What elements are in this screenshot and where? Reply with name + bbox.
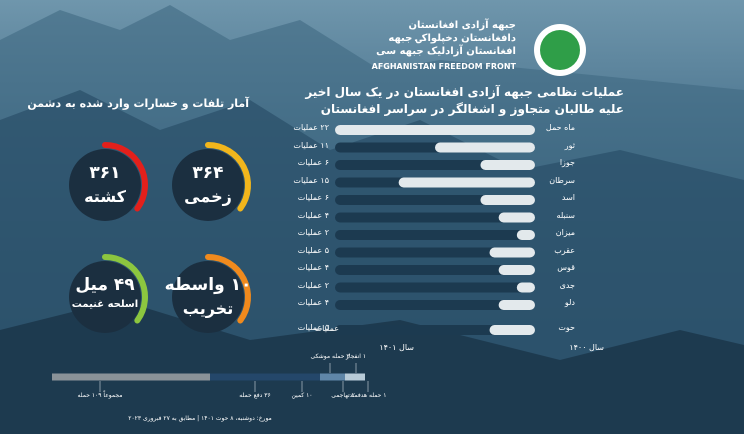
value-label: ۴ عملیات: [297, 210, 329, 220]
bar: [480, 195, 535, 205]
timeline-label: ۳ حمله موشکی: [310, 353, 350, 360]
bar: [498, 265, 535, 275]
timeline-label: مجموعاً ۱۰۹ حمله: [77, 392, 123, 399]
stat-label: اسلحه غنیمت: [71, 299, 139, 310]
value-label: ۲ عملیات: [297, 228, 329, 237]
stat-number: ۳۶۱: [89, 163, 121, 183]
bar-track: [335, 282, 535, 293]
chart-subtitle: علیه طالبان متجاوز و اشغالگر در سراسر اف…: [320, 102, 624, 116]
gauge-arc: [205, 254, 251, 324]
value-label: ۲۲ عملیات: [293, 123, 329, 132]
mountain: [0, 300, 744, 434]
bar-track: [335, 212, 535, 223]
bar-track: [335, 325, 535, 335]
category-label: جوزا: [559, 158, 575, 167]
stats-title: آمار تلفات و خسارات وارد شده به دشمن: [27, 97, 249, 110]
timeline-label: ۲ تهاجمی: [331, 392, 355, 399]
category-label: قوس: [557, 263, 575, 272]
category-label: میزان: [555, 228, 575, 237]
category-label: سرطان: [549, 175, 575, 185]
bar: [489, 325, 535, 335]
bar-track: [335, 265, 535, 275]
gauge-face: [69, 261, 141, 333]
stat-label: کشته: [84, 187, 126, 206]
gauge-face: [172, 261, 244, 333]
category-label: دلو: [564, 298, 575, 307]
bar: [480, 160, 535, 170]
value-label: ۱۵ عملیات: [293, 175, 329, 185]
value-label: ۵ عملیات: [297, 245, 329, 255]
org-name: افغانستان آزادلیک جبهه سی: [376, 46, 516, 57]
bar: [498, 212, 535, 223]
bar-track: [335, 300, 535, 310]
logo-inner: [540, 30, 580, 70]
category-label: اسد: [561, 193, 575, 202]
category-label: حوت: [558, 323, 575, 332]
stat-label: زخمی: [184, 187, 232, 206]
org-name: دافغانستان دخپلواکۍ جبهه: [388, 33, 516, 44]
value-label: ۱۱ عملیات: [293, 140, 329, 150]
bar: [516, 230, 535, 240]
value-label: ۴ عملیات: [297, 263, 329, 272]
chart-title: عملیات نظامی جبهه آزادی افغانستان در یک …: [305, 85, 624, 99]
value-label: ۲ عملیات: [297, 280, 329, 290]
gauge-arc: [102, 254, 148, 324]
bar-track: [335, 247, 535, 258]
category-label: ثور: [564, 140, 575, 150]
period-label: سال ۱۴۰۰: [569, 343, 604, 352]
gauge-face: [172, 149, 244, 221]
timeline-label: ۱ حمله هدفمند: [349, 392, 387, 399]
category-label: عقرب: [554, 245, 575, 255]
bar: [335, 125, 535, 135]
bar: [498, 300, 535, 310]
value-label: ۶ عملیات: [297, 193, 329, 202]
bar: [489, 247, 535, 258]
org-name: جبهه آزادی افغانستان: [408, 20, 516, 31]
bar-track: [335, 230, 535, 240]
stat-label: تخریب: [182, 299, 234, 318]
timeline-label: ۱ انفجار: [345, 353, 367, 360]
period-label: سال ۱۴۰۱: [379, 343, 414, 352]
timeline-label: ۱۰ کمین: [291, 392, 313, 399]
stat-number: ۱۰ واسطه: [164, 275, 252, 295]
stat-number: ۴۹ میل: [75, 275, 135, 295]
bar: [398, 177, 535, 188]
value-label: ۴ عملیات: [297, 298, 329, 307]
category-label: جدی: [559, 280, 575, 290]
org-english: AFGHANISTAN FREEDOM FRONT: [371, 62, 516, 71]
value-label: ۵ عملیات: [297, 323, 329, 332]
gauge-arc: [205, 142, 251, 212]
date: مورخ: دوشنبه، ۸ حوت ۱۴۰۱ | مطابق به ۲۷ ف…: [128, 415, 272, 422]
gauge-face: [69, 149, 141, 221]
timeline-label: ۳۶ دفع حمله: [239, 392, 271, 399]
stat-number: ۳۶۴: [192, 163, 224, 183]
value-label: ۶ عملیات: [297, 158, 329, 167]
bar: [516, 282, 535, 293]
category-label: ماه حمل: [545, 123, 575, 132]
column-label: عملیات: [314, 324, 339, 333]
category-label: سنبله: [556, 210, 575, 220]
gauge-arc: [102, 142, 148, 212]
bar: [435, 142, 535, 153]
